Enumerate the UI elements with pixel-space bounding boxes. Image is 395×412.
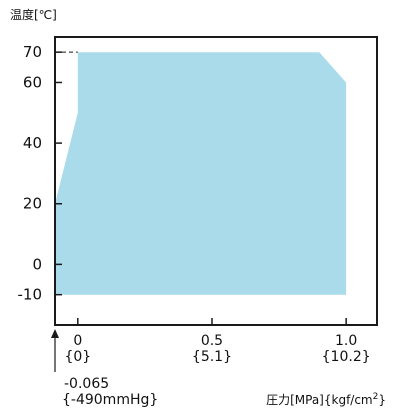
x-tick-label: 1.0 [335,333,357,349]
x-axis-label-superscript: 2 [373,392,379,402]
min-pressure-sublabel: {-490mmHg} [62,392,158,408]
y-axis-label: 温度[℃] [10,7,57,22]
y-tick-label: -10 [18,286,43,304]
x-tick-sublabel: {5.1} [192,349,232,365]
x-tick-sublabel: {0} [64,349,91,365]
x-tick-sublabel: {10.2} [322,349,371,365]
x-tick-label: 0 [73,333,82,349]
x-tick-label: 0.5 [201,333,223,349]
y-tick-label: 60 [23,73,42,91]
y-tick-label: 20 [23,195,42,213]
y-tick-label: 70 [23,43,42,61]
min-pressure-arrow-head [51,329,59,338]
operating-region [55,52,347,295]
x-axis-label-close: } [378,393,386,407]
operating-region-layer [55,52,347,295]
y-tick-label: 40 [23,134,42,152]
x-axis-label-main: 圧力[MPa]{kgf/cm [266,393,373,407]
min-pressure-label: -0.065 [64,376,109,392]
y-tick-label: 0 [32,255,42,273]
y-tick-layer: 70 60 40 20 0 -10 [18,43,62,304]
x-tick-layer: 0{0} 0.5{5.1} 1.0{10.2} [64,318,371,365]
x-axis-label: 圧力[MPa]{kgf/cm2} [266,392,386,407]
plot-frame [54,36,378,326]
min-pressure-marker-layer: -0.065{-490mmHg} [51,294,158,408]
